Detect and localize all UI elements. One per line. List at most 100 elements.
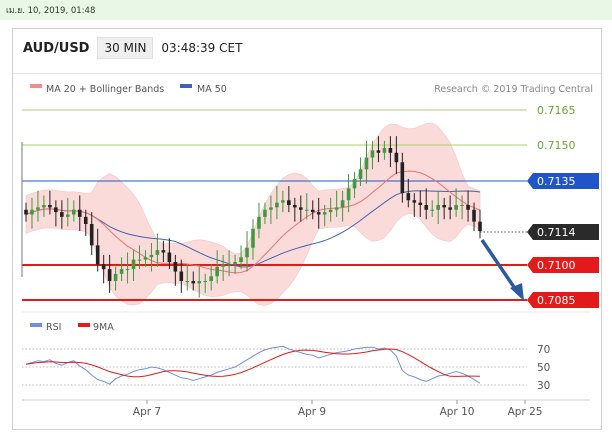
price-tag-07100: 0.7100 (527, 257, 599, 273)
candle-body (89, 224, 94, 246)
candle-body (478, 221, 482, 232)
candle-body (281, 200, 285, 203)
candle-body (448, 207, 452, 210)
candle-body (269, 207, 273, 210)
price-label-07150: 0.7150 (537, 139, 576, 152)
candle-body (48, 205, 52, 208)
candle-body (304, 209, 309, 211)
candle-body (131, 259, 136, 270)
header-divider (13, 73, 601, 74)
candle-body (394, 152, 399, 163)
candle-body (227, 264, 231, 266)
header-clock: 03:48:39 CET (161, 41, 243, 55)
candle-body (113, 273, 118, 281)
candle-body (376, 150, 381, 153)
candle-body (436, 205, 440, 210)
candle-body (412, 200, 417, 203)
price-tag-07135: 0.7135 (527, 173, 599, 189)
candle-body (161, 250, 166, 253)
candle-body (30, 209, 34, 215)
candle-body (257, 216, 261, 229)
candle-body (328, 209, 333, 213)
copyright-label: Research © 2019 Trading Central (434, 84, 593, 95)
candle-body (322, 212, 327, 215)
candle-body (340, 200, 345, 208)
currency-pair: AUD/USD (23, 40, 90, 56)
candle-body (119, 269, 124, 274)
candle-body (173, 262, 178, 272)
candle-body (77, 209, 82, 217)
candle-body (209, 276, 213, 281)
candle-body (466, 205, 470, 210)
candle-body (107, 269, 112, 281)
candle-body (233, 262, 237, 265)
x-label-apr9: Apr 9 (298, 406, 326, 418)
candle-body (215, 266, 219, 277)
candle-body (245, 247, 249, 258)
candle-body (71, 209, 76, 215)
candle-body (203, 281, 208, 282)
candle-body (388, 148, 393, 153)
date-time-label: เม.ย. 10, 2019, 01:48 (6, 6, 96, 16)
rsi-line (25, 345, 481, 385)
price-labels: 0.7165 0.7150 0.7135 0.7114 0.7100 0.708… (527, 104, 599, 308)
candle-body (334, 207, 339, 210)
candle-body (472, 209, 476, 222)
candle-body (179, 271, 184, 281)
ma50-legend-swatch (180, 84, 192, 88)
ma20-legend-swatch (30, 84, 42, 88)
x-axis: Apr 7 Apr 9 Apr 10 Apr 25 (22, 399, 590, 418)
candle-body (364, 157, 369, 170)
candle-body (143, 257, 148, 260)
rsi-legend-label: RSI (46, 322, 61, 333)
candle-body (36, 207, 40, 210)
rsi-panel: RSI 9MA 70 50 30 (22, 311, 590, 392)
candle-body (167, 252, 172, 262)
rsi-label-70: 70 (537, 344, 550, 356)
candle-body (442, 205, 446, 208)
price-tag-07085: 0.7085 (527, 292, 599, 308)
candle-body (155, 250, 160, 255)
rsi-ma-legend-swatch (78, 323, 90, 327)
date-time-bar: เม.ย. 10, 2019, 01:48 (0, 0, 612, 20)
price-label-07100: 0.7100 (537, 259, 576, 272)
candle-body (263, 209, 267, 217)
candle-body (358, 169, 363, 179)
candle-body (191, 281, 196, 284)
ma20-legend-label: MA 20 + Bollinger Bands (46, 84, 164, 95)
candle-body (400, 162, 405, 194)
ma20-line (25, 170, 481, 274)
candle-body (430, 209, 435, 211)
candle-body (54, 207, 58, 213)
candle-body (251, 228, 255, 248)
candle-body (149, 254, 154, 258)
candle-body (293, 205, 297, 208)
candle-body (287, 200, 291, 205)
candle-body (66, 214, 70, 217)
candle-body (197, 281, 202, 284)
candle-body (221, 264, 225, 267)
candle-body (101, 264, 106, 270)
price-label-07135: 0.7135 (537, 175, 576, 188)
candle-body (185, 281, 190, 282)
candle-body (125, 269, 130, 271)
ma50-legend-label: MA 50 (197, 84, 227, 95)
candle-body (406, 193, 411, 201)
forecast-arrow-head (510, 283, 524, 301)
candle-body (370, 150, 375, 158)
rsi-ma-line (25, 348, 481, 378)
chart-legend: MA 20 + Bollinger Bands MA 50 Research ©… (30, 84, 593, 95)
candle-body (83, 216, 88, 224)
timeframe-badge[interactable]: 30 MIN (97, 37, 154, 59)
rsi-legend-swatch (30, 323, 42, 327)
candle-body (60, 212, 64, 217)
candle-body (95, 245, 100, 265)
price-label-07165: 0.7165 (537, 104, 576, 117)
forecast-arrow-shaft (480, 239, 518, 291)
forecast-arrow (480, 239, 524, 301)
candle-body (275, 202, 279, 208)
bollinger-band (25, 122, 481, 306)
price-label-07114: 0.7114 (537, 226, 576, 239)
x-label-apr25: Apr 25 (508, 406, 543, 418)
